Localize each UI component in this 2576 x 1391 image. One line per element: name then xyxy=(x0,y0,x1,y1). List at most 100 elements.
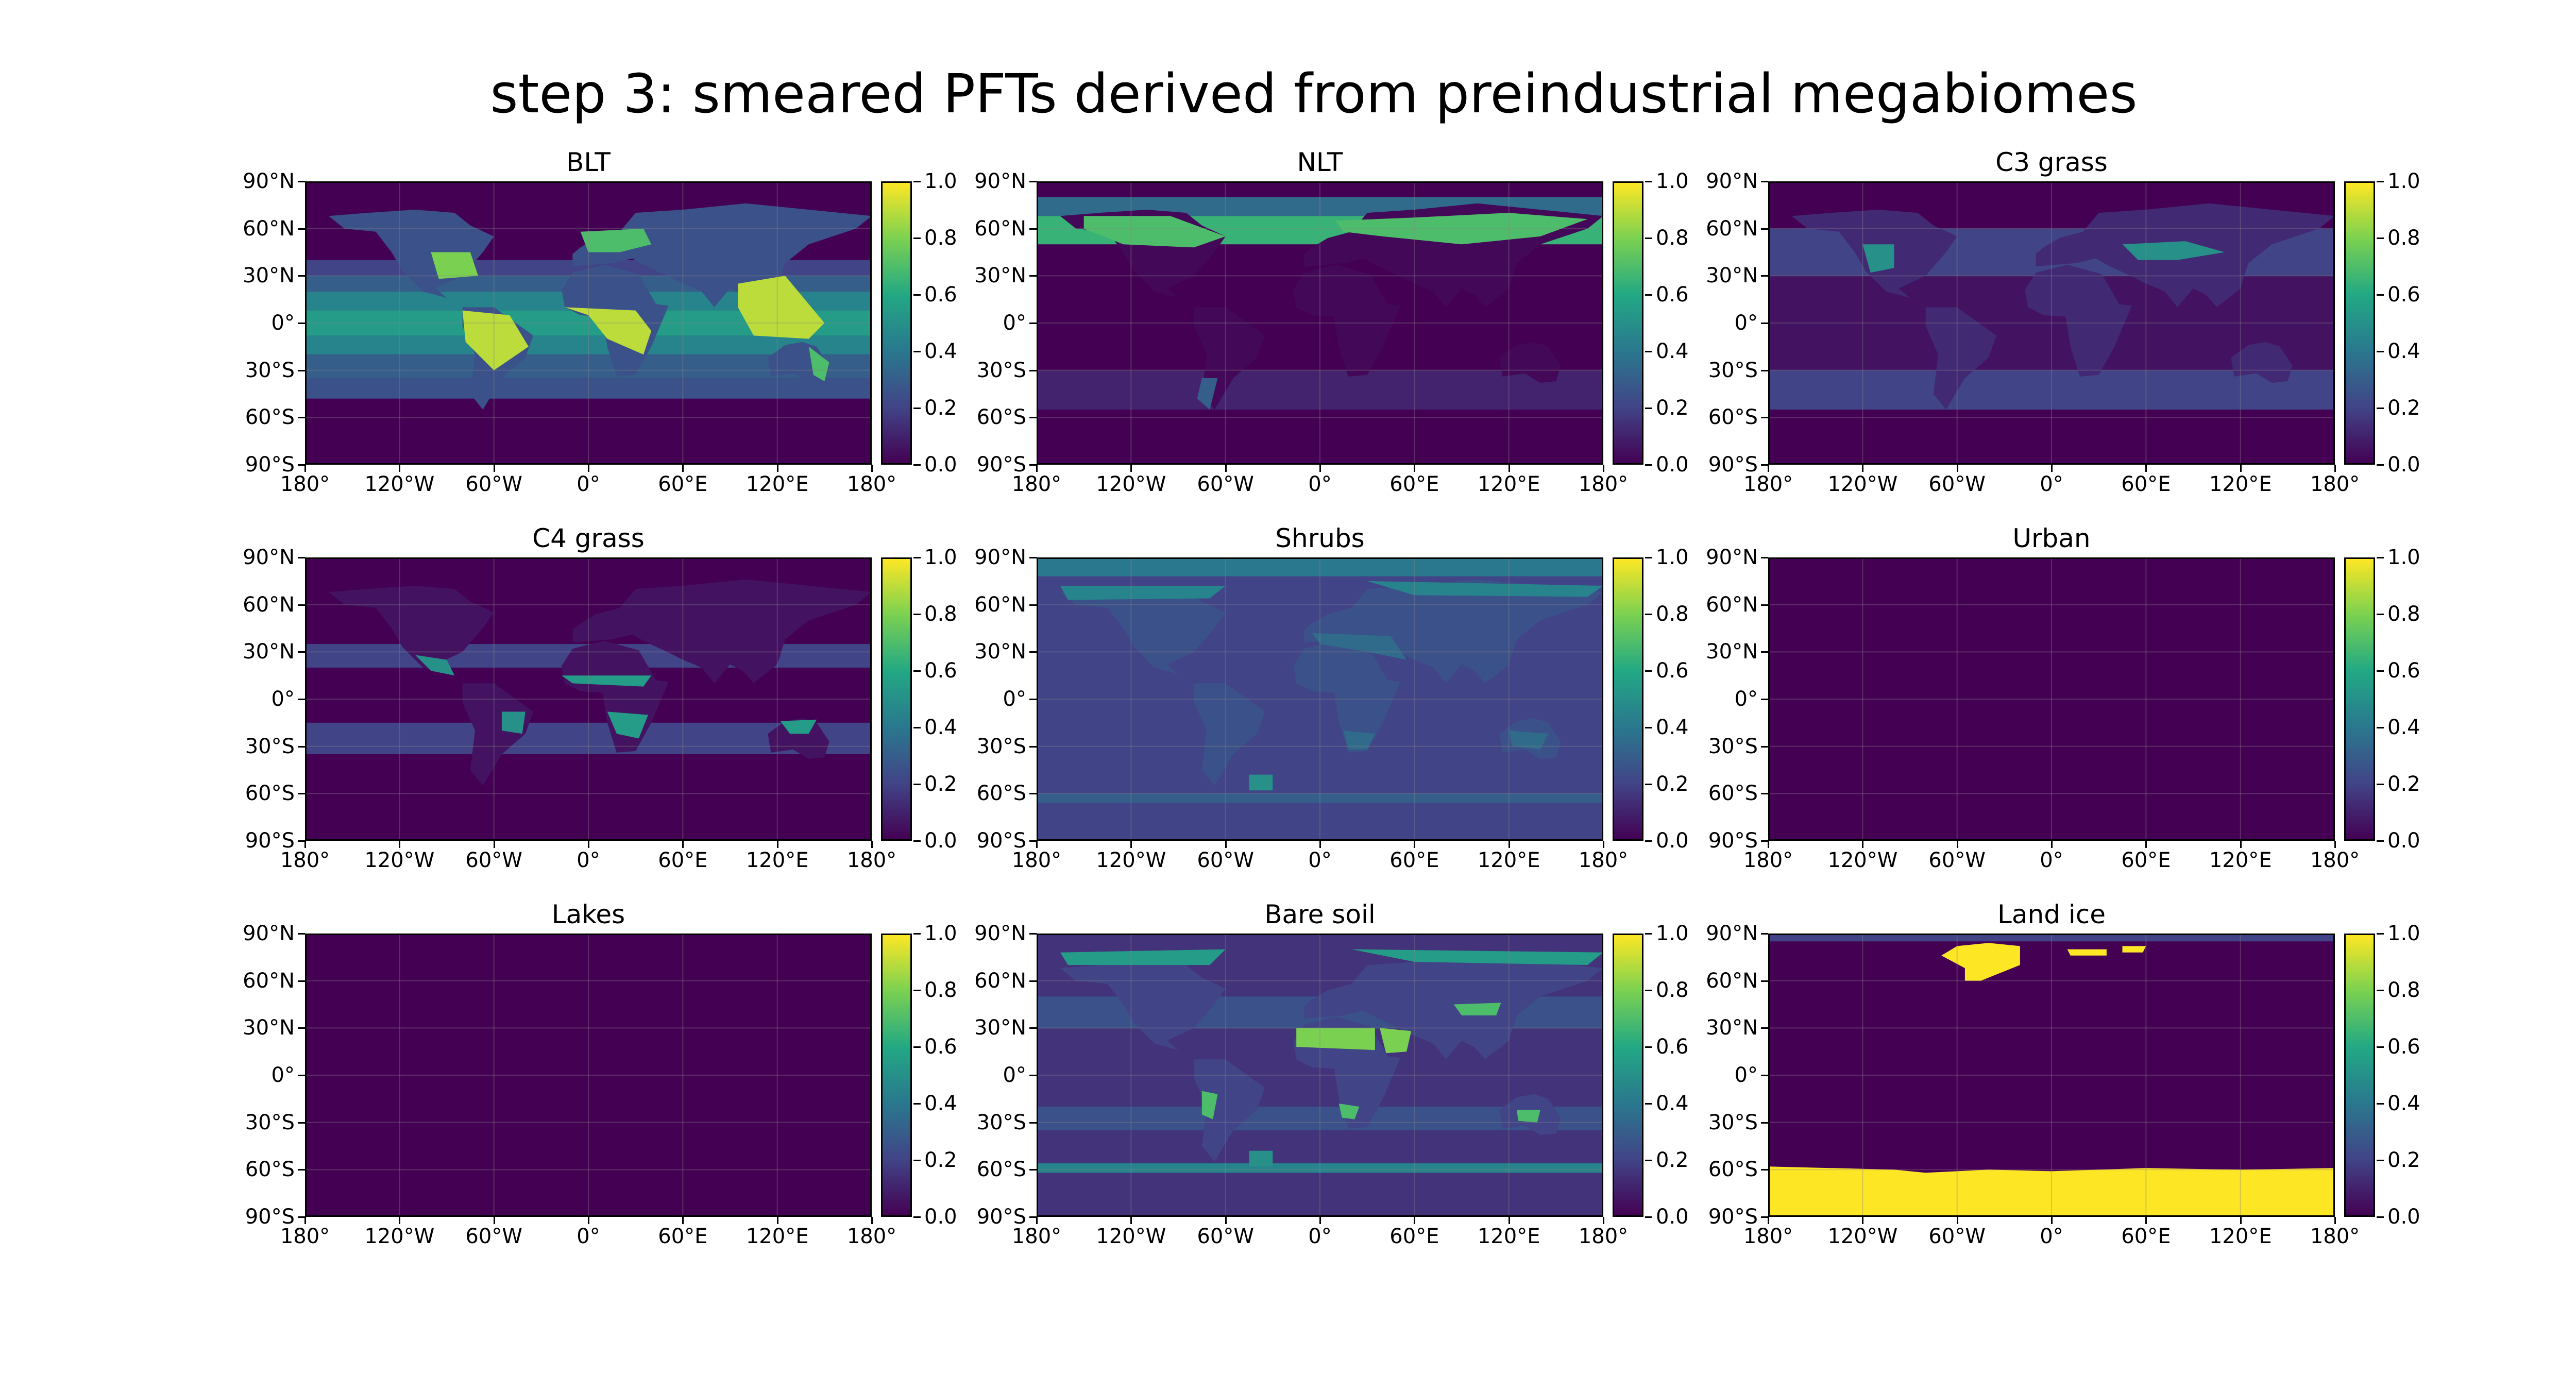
colorbar-tick xyxy=(1645,351,1652,352)
map-panel: BLT 90°N 60°N 30°N 0° 30°S 60°S 90°S 180° 120°W 60… xyxy=(243,149,999,495)
colorbar-tick xyxy=(913,464,921,466)
lat-tick-label: 30°N xyxy=(1706,1016,1758,1040)
colorbar-tick-label: 1.0 xyxy=(1656,169,1689,193)
lon-tick xyxy=(304,841,306,848)
map-plot xyxy=(1037,557,1603,841)
region-value xyxy=(808,346,829,382)
lat-tick-label: 60°N xyxy=(1706,216,1758,241)
colorbar-tick xyxy=(913,351,921,352)
lon-tick xyxy=(1508,1217,1510,1224)
region-value xyxy=(1343,731,1375,750)
colorbar-tick-label: 0.2 xyxy=(1656,396,1689,420)
lon-tick xyxy=(588,841,589,848)
lat-tick-label: 0° xyxy=(1734,687,1758,711)
lon-tick xyxy=(2145,1217,2147,1224)
map-panel: Bare soil 90°N 60°N 30°N 0° 30°S 60°S 90°S 180° 1… xyxy=(974,902,1731,1247)
lat-tick xyxy=(1029,933,1037,935)
colorbar-tick-label: 0.8 xyxy=(2387,978,2420,1002)
lat-tick-label: 30°N xyxy=(243,640,295,664)
colorbar-tick xyxy=(913,181,921,182)
colorbar-tick-label: 0.8 xyxy=(1656,226,1689,250)
region-value xyxy=(2122,241,2225,260)
colorbar xyxy=(1613,934,1643,1217)
map-frame xyxy=(1037,557,1603,841)
lon-tick xyxy=(1603,1217,1604,1224)
lat-tick xyxy=(1761,1027,1768,1029)
lat-tick-label: 0° xyxy=(1734,1063,1758,1087)
lon-tick-label: 180° xyxy=(1578,472,1629,496)
colorbar-tick-label: 0.2 xyxy=(1656,772,1689,796)
lon-tick-label: 120°E xyxy=(745,1225,809,1248)
lat-tick xyxy=(1761,1122,1768,1124)
lat-tick xyxy=(298,323,305,324)
lat-tick xyxy=(298,793,305,795)
lon-tick-label: 180° xyxy=(846,1225,897,1248)
lon-tick-label: 180° xyxy=(846,472,897,496)
colorbar-tick-label: 0.6 xyxy=(1656,1035,1689,1059)
land-au xyxy=(2231,342,2293,383)
lon-tick-label: 60°E xyxy=(658,472,708,496)
lon-tick xyxy=(1319,1217,1321,1224)
lat-tick xyxy=(1029,699,1037,700)
smeared-band xyxy=(1037,1163,1603,1173)
lat-tick xyxy=(1029,840,1037,842)
lat-tick xyxy=(298,933,305,935)
lon-tick xyxy=(1603,465,1604,472)
land-eu xyxy=(572,203,872,308)
lon-tick-label: 120°W xyxy=(1827,472,1898,496)
colorbar-tick-label: 0.0 xyxy=(2387,829,2420,853)
lat-tick xyxy=(1029,417,1037,419)
colorbar-tick-label: 1.0 xyxy=(1656,922,1689,945)
lon-tick xyxy=(776,841,778,848)
lat-tick-label: 30°S xyxy=(245,734,295,758)
colorbar-tick xyxy=(2377,181,2384,182)
colorbar-tick-label: 0.4 xyxy=(924,1092,957,1115)
lon-tick xyxy=(2051,1217,2053,1224)
region-value xyxy=(1083,216,1226,248)
lat-tick xyxy=(1029,1027,1037,1029)
lon-tick xyxy=(399,841,401,848)
lat-tick xyxy=(1761,181,1768,182)
colorbar-tick xyxy=(913,670,921,672)
lat-tick xyxy=(1761,323,1768,324)
colorbar-tick-label: 0.4 xyxy=(1656,340,1689,363)
colorbar xyxy=(2344,557,2375,841)
lon-tick-label: 180° xyxy=(2310,849,2360,872)
land-eu xyxy=(1304,579,1603,684)
colorbar-tick xyxy=(2377,784,2384,785)
region-value xyxy=(415,655,455,676)
lon-tick-label: 180° xyxy=(1743,472,1793,496)
map-plot xyxy=(1768,934,2335,1217)
colorbar-tick xyxy=(1645,294,1652,296)
lon-tick xyxy=(1036,1217,1038,1224)
colorbar-tick-label: 0.4 xyxy=(1656,1092,1689,1115)
smeared-band xyxy=(305,378,872,399)
lat-tick-label: 90°S xyxy=(245,829,295,853)
region-value xyxy=(565,307,652,355)
lon-tick-label: 60°W xyxy=(1197,1225,1254,1248)
lat-tick xyxy=(298,464,305,466)
lon-tick xyxy=(1956,465,1958,472)
colorbar-tick xyxy=(913,408,921,409)
map-plot xyxy=(1037,181,1603,465)
lon-tick-label: 120°W xyxy=(364,472,435,496)
colorbar xyxy=(2344,934,2375,1217)
lon-tick xyxy=(1225,1217,1227,1224)
lon-tick-label: 120°E xyxy=(1477,1225,1540,1248)
lon-tick-label: 120°E xyxy=(2209,849,2272,872)
lat-tick-label: 60°S xyxy=(245,1158,295,1182)
lat-tick xyxy=(1029,980,1037,982)
colorbar-tick xyxy=(2377,1046,2384,1048)
colorbar-tick-label: 0.2 xyxy=(924,1148,957,1172)
map-plot xyxy=(305,181,872,465)
colorbar-tick xyxy=(1645,1216,1652,1218)
colorbar-tick-label: 0.0 xyxy=(1656,829,1689,853)
lon-tick xyxy=(304,465,306,472)
colorbar-tick xyxy=(1645,557,1652,558)
region-value xyxy=(1453,1003,1501,1015)
lon-tick-label: 60°W xyxy=(1928,1225,1986,1248)
lat-tick-label: 60°S xyxy=(1708,1158,1758,1182)
lat-tick-label: 30°N xyxy=(974,640,1026,664)
colorbar xyxy=(1613,181,1643,465)
colorbar-tick-label: 1.0 xyxy=(2387,546,2420,569)
